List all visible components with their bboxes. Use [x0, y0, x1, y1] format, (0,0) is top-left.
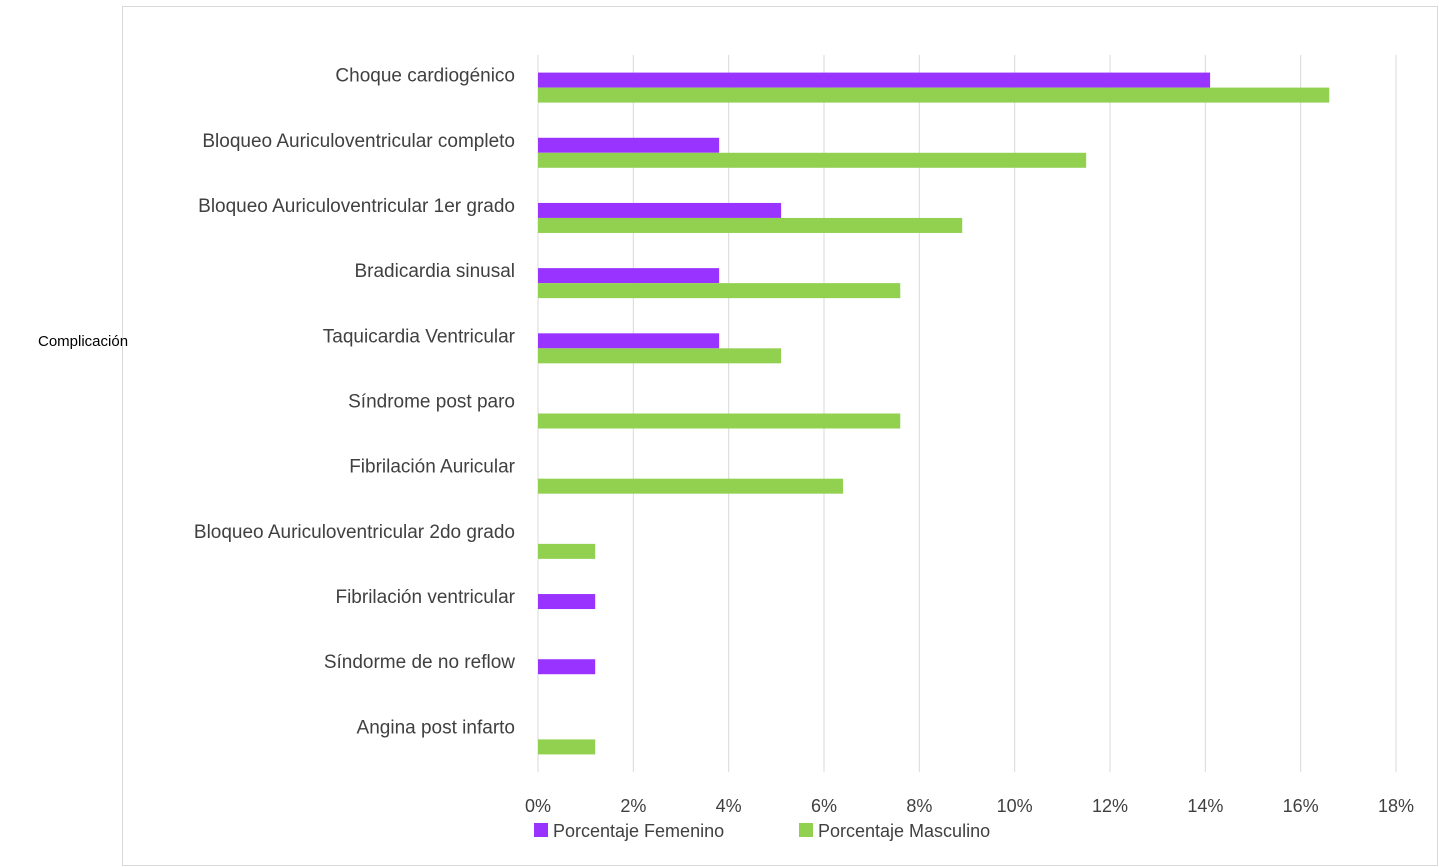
- bar-masculino: [538, 283, 901, 299]
- category-label: Fibrilación Auricular: [349, 457, 515, 478]
- legend-swatch: [799, 823, 813, 837]
- legend-swatch: [534, 823, 548, 837]
- x-tick-label: 8%: [906, 796, 932, 816]
- category-labels: Choque cardiogénico Bloqueo Auriculoventr…: [194, 66, 516, 739]
- bar-femenino: [538, 72, 1211, 88]
- bars: [538, 72, 1330, 755]
- legend: Porcentaje Femenino Porcentaje Masculino: [534, 821, 990, 841]
- bar-femenino: [538, 137, 720, 153]
- chart-frame: [122, 6, 1438, 866]
- bar-masculino: [538, 413, 901, 429]
- bar-masculino: [538, 478, 844, 494]
- bar-masculino: [538, 152, 1087, 168]
- bar-femenino: [538, 594, 596, 610]
- bar-femenino: [538, 333, 720, 349]
- bar-masculino: [538, 87, 1330, 103]
- bar-masculino: [538, 348, 782, 364]
- x-tick-label: 12%: [1092, 796, 1128, 816]
- category-label: Síndrome post paro: [348, 392, 515, 413]
- category-label: Bradicardia sinusal: [354, 261, 515, 282]
- bar-femenino: [538, 659, 596, 675]
- bar-masculino: [538, 543, 596, 559]
- x-tick-label: 14%: [1187, 796, 1223, 816]
- side-label: Complicación: [38, 333, 129, 350]
- legend-label: Porcentaje Masculino: [818, 821, 990, 841]
- category-label: Fibrilación ventricular: [335, 587, 515, 608]
- x-tick-label: 10%: [997, 796, 1033, 816]
- category-label: Bloqueo Auriculoventricular 1er grado: [198, 196, 515, 217]
- legend-label: Porcentaje Femenino: [553, 821, 724, 841]
- bar-femenino: [538, 268, 720, 284]
- category-label: Taquicardia Ventricular: [323, 326, 516, 347]
- category-label: Bloqueo Auriculoventricular 2do grado: [194, 522, 515, 543]
- x-tick-label: 0%: [525, 796, 551, 816]
- x-tick-label: 6%: [811, 796, 837, 816]
- x-tick-label: 2%: [620, 796, 646, 816]
- category-label: Choque cardiogénico: [335, 66, 515, 87]
- bar-masculino: [538, 739, 596, 755]
- category-label: Angina post infarto: [357, 717, 515, 738]
- category-label: Bloqueo Auriculoventricular completo: [202, 131, 515, 152]
- x-tick-labels: 0% 2% 4% 6% 8% 10% 12% 14% 16% 18%: [525, 796, 1414, 816]
- category-label: Síndorme de no reflow: [324, 652, 515, 673]
- x-tick-label: 16%: [1283, 796, 1319, 816]
- bar-femenino: [538, 202, 782, 218]
- bar-masculino: [538, 217, 963, 233]
- x-tick-label: 4%: [716, 796, 742, 816]
- x-tick-label: 18%: [1378, 796, 1414, 816]
